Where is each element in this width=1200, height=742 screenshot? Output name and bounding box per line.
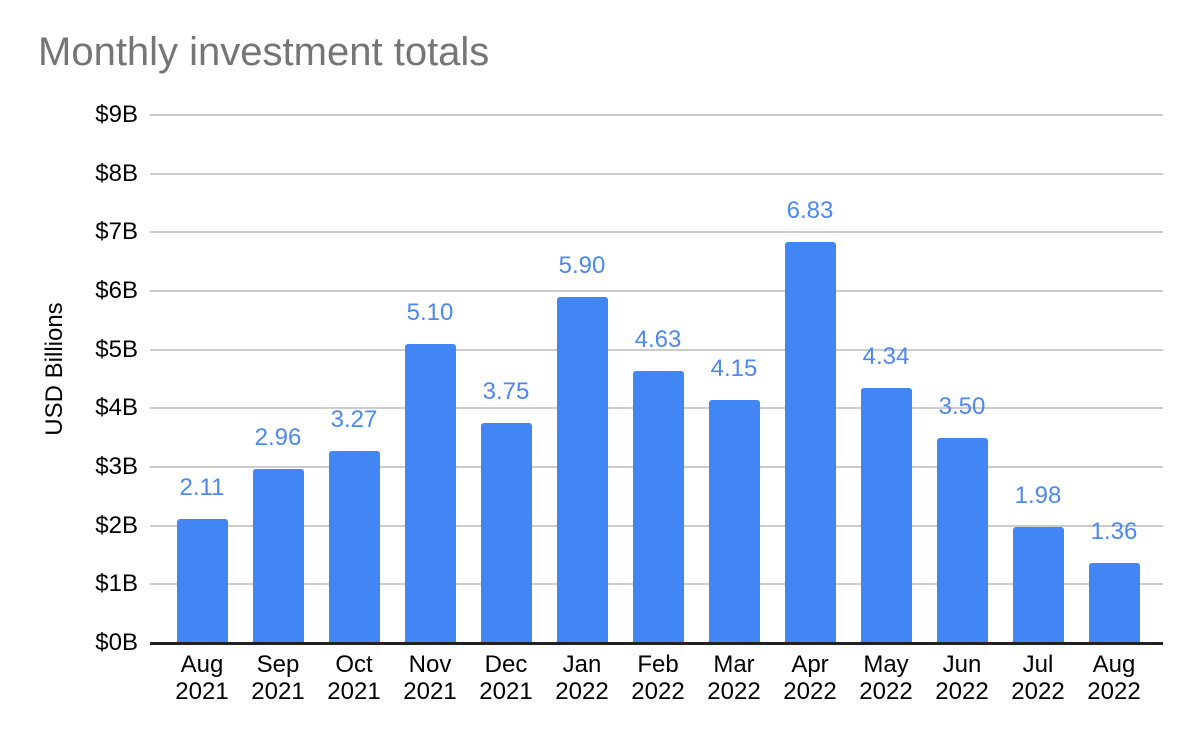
bar-apr-2022[interactable] (784, 242, 836, 643)
data-label: 2.96 (254, 424, 302, 452)
data-label: 1.98 (1014, 481, 1062, 509)
y-tick-label: $1B (95, 570, 138, 598)
data-label: 1.36 (1090, 518, 1138, 546)
data-label: 5.10 (406, 298, 454, 326)
y-tick-label: $6B (95, 277, 138, 304)
bar-jan-2022[interactable] (556, 296, 608, 643)
gridline (150, 290, 1163, 292)
bar-jul-2022[interactable] (1012, 526, 1064, 643)
y-axis-title: USD Billions (41, 302, 68, 436)
x-tick-label: Dec 2021 (479, 651, 533, 705)
data-label: 4.15 (710, 354, 758, 382)
y-tick-label: $0B (95, 629, 138, 656)
bar-aug-2021[interactable] (176, 519, 228, 643)
x-axis-line (150, 642, 1163, 645)
data-label: 2.11 (179, 474, 225, 502)
bar-aug-2022[interactable] (1088, 563, 1140, 643)
gridline (150, 172, 1163, 175)
bar-nov-2021[interactable] (404, 343, 456, 643)
y-tick-label: $4B (95, 394, 138, 422)
bar-oct-2021[interactable] (328, 451, 380, 643)
x-tick-label: Nov 2021 (403, 651, 457, 705)
y-tick-label: $7B (95, 218, 138, 246)
y-tick-label: $2B (95, 511, 138, 539)
data-label: 6.83 (786, 197, 834, 225)
bar-sep-2021[interactable] (252, 469, 304, 643)
gridline (150, 114, 1163, 116)
data-label: 3.75 (482, 378, 530, 405)
bar-may-2022[interactable] (860, 388, 912, 643)
y-tick-label: $9B (95, 101, 138, 128)
chart-title: Monthly investment totals (38, 30, 490, 74)
y-tick-label: $8B (95, 159, 138, 187)
data-label: 5.90 (558, 251, 606, 279)
x-tick-label: Jan 2022 (555, 651, 609, 705)
data-label: 4.34 (862, 343, 910, 371)
plot-area: 2.11 2.96 3.27 5.10 3.75 5.90 4.63 4.15 6.83 4.34… (150, 114, 1163, 645)
data-label: 4.63 (634, 326, 682, 354)
gridline (150, 231, 1163, 234)
x-tick-label: Jun 2022 (935, 651, 989, 705)
x-tick-label: Jul 2022 (1011, 651, 1065, 705)
x-tick-label: Aug 2022 (1087, 651, 1141, 705)
x-tick-label: Sep 2021 (251, 651, 305, 705)
bar-jun-2022[interactable] (936, 437, 988, 643)
y-tick-label: $3B (95, 453, 138, 480)
x-tick-label: Aug 2021 (175, 651, 229, 705)
bar-feb-2022[interactable] (632, 371, 684, 643)
x-tick-label: Apr 2022 (783, 651, 837, 705)
bar-mar-2022[interactable] (708, 399, 760, 643)
x-tick-label: Oct 2021 (327, 651, 381, 705)
bar-dec-2021[interactable] (480, 423, 532, 643)
gridline (150, 348, 1163, 351)
data-label: 3.27 (330, 406, 378, 434)
data-label: 3.50 (938, 392, 986, 420)
x-tick-label: Feb 2022 (631, 651, 685, 705)
x-tick-label: May 2022 (859, 651, 913, 705)
x-tick-label: Mar 2022 (707, 651, 761, 705)
y-tick-label: $5B (95, 335, 138, 363)
